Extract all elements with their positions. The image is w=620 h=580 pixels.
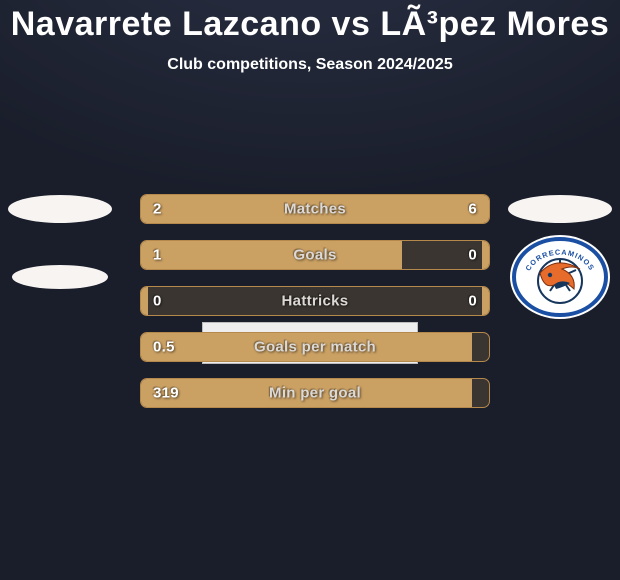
stat-value-left: 1 [153,247,162,264]
stat-label: Min per goal [269,385,361,402]
stat-bar: 2 6 Matches [140,194,490,224]
club-badge-correcaminos: CORRECAMINOS [510,235,610,319]
placeholder-ellipse [8,195,112,223]
stat-value-left: 2 [153,201,162,218]
left-club-badge [0,252,120,302]
bar-fill-right [482,241,489,269]
stat-value-right: 6 [468,201,477,218]
left-avatar-column [0,184,120,302]
bar-fill-right [228,195,489,223]
page-title: Navarrete Lazcano vs LÃ³pez Mores [0,0,620,44]
right-player-avatar [500,184,620,234]
comparison-chart: CORRECAMINOS 2 6 Matches 1 0 Goals 0 [0,74,620,314]
stat-bar: 0 0 Hattricks [140,286,490,316]
placeholder-ellipse [12,265,108,289]
stat-label: Goals per match [254,339,376,356]
stat-value-left: 319 [153,385,179,402]
placeholder-ellipse [508,195,612,223]
stat-bar: 0.5 Goals per match [140,332,490,362]
stat-label: Hattricks [282,293,349,310]
stat-label: Goals [293,247,336,264]
right-avatar-column: CORRECAMINOS [500,184,620,302]
club-crest-icon: CORRECAMINOS [510,235,610,319]
stat-value-right: 0 [468,247,477,264]
stat-label: Matches [284,201,346,218]
left-player-avatar [0,184,120,234]
bars-container: 2 6 Matches 1 0 Goals 0 0 Hattricks 0.5 Goals per … [140,194,490,424]
stat-value-left: 0.5 [153,339,175,356]
stat-bar: 319 Min per goal [140,378,490,408]
stat-value-left: 0 [153,293,162,310]
stat-value-right: 0 [468,293,477,310]
bar-fill-right [482,287,489,315]
subtitle: Club competitions, Season 2024/2025 [0,56,620,74]
right-club-badge: CORRECAMINOS [500,252,620,302]
stat-bar: 1 0 Goals [140,240,490,270]
bar-fill-left [141,287,148,315]
bar-fill-left [141,241,402,269]
